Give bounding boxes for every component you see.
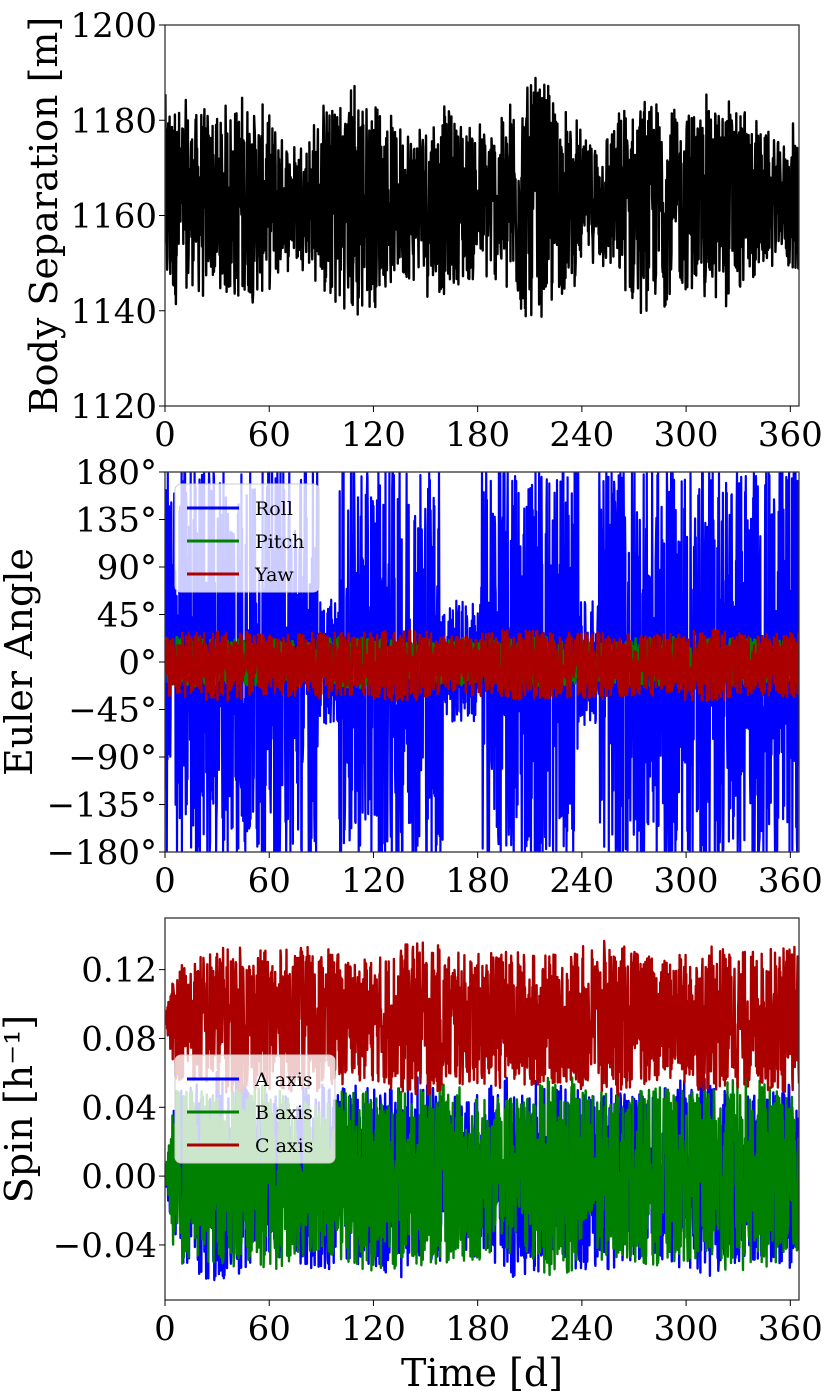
x-tick-label: 300 <box>654 861 719 901</box>
x-tick-label: 60 <box>248 1309 291 1349</box>
spin-legend: A axis B axis C axis <box>174 1054 336 1164</box>
y-tick-label: 1200 <box>70 6 157 46</box>
x-tick-label: 360 <box>758 1309 823 1349</box>
legend-label: B axis <box>255 1102 313 1124</box>
y-tick-label: −135° <box>47 786 157 826</box>
separation-plot-area <box>165 76 799 318</box>
legend-label: Pitch <box>255 531 304 553</box>
x-tick-label: 360 <box>758 861 823 901</box>
x-tick-label: 60 <box>248 861 291 901</box>
x-tick-label: 300 <box>654 1309 719 1349</box>
legend-label: A axis <box>254 1069 313 1091</box>
euler-y-axis-label: Euler Angle <box>0 548 41 776</box>
spin-x-axis-label: Time [d] <box>401 1351 563 1395</box>
y-tick-label: 1160 <box>70 197 157 237</box>
y-tick-label: −90° <box>68 738 157 778</box>
x-tick-label: 0 <box>154 415 176 455</box>
y-tick-label: 0.08 <box>81 1019 157 1059</box>
spin-panel: 0 60 120 180 240 300 360 −0.04 0.00 0.04 0.08 0.12… <box>0 917 823 1395</box>
x-tick-label: 60 <box>248 415 291 455</box>
y-tick-label: 180° <box>75 453 157 493</box>
series-line-yaw <box>165 628 799 703</box>
y-tick-label: 0.04 <box>81 1088 157 1128</box>
separation-y-ticks: 1120 1140 1160 1180 1200 <box>70 6 165 427</box>
spin-axes-frame <box>164 917 800 1301</box>
y-tick-label: 0.12 <box>81 951 157 991</box>
separation-y-axis-label: Body Separation [m] <box>22 17 66 415</box>
series-line-roll <box>165 472 799 852</box>
legend-box <box>174 1054 336 1164</box>
y-tick-label: 45° <box>97 596 157 636</box>
series-line-c-axis <box>165 939 799 1097</box>
y-tick-label: 0° <box>118 643 157 683</box>
y-tick-label: 90° <box>97 548 157 588</box>
x-tick-label: 0 <box>154 861 176 901</box>
euler-plot-area <box>165 472 799 852</box>
separation-panel: 0 60 120 180 240 300 360 11201140116011801200 … <box>22 6 823 455</box>
separation-x-ticks: 0 60 120 180 240 300 360 <box>154 406 823 455</box>
x-tick-label: 240 <box>549 1309 614 1349</box>
y-tick-label: 135° <box>75 501 157 541</box>
y-tick-label: −45° <box>68 691 157 731</box>
legend-label: Roll <box>255 498 293 520</box>
euler-legend: Roll Pitch Yaw <box>174 483 320 593</box>
x-tick-label: 120 <box>341 415 406 455</box>
x-tick-label: 360 <box>758 415 823 455</box>
spin-x-ticks: 0 60 120 180 240 300 360 <box>154 1300 823 1349</box>
x-tick-label: 180 <box>445 861 510 901</box>
x-tick-label: 0 <box>154 1309 176 1349</box>
x-tick-label: 120 <box>341 1309 406 1349</box>
x-tick-label: 240 <box>549 861 614 901</box>
legend-label: C axis <box>255 1135 313 1157</box>
legend-label: Yaw <box>254 564 294 586</box>
x-tick-label: 240 <box>549 415 614 455</box>
spin-y-ticks: −0.04 0.00 0.04 0.08 0.12 <box>53 951 165 1266</box>
euler-y-ticks: −180° −135° −90° −45° 0° 45° 90° 135° 180° <box>47 453 165 873</box>
x-tick-label: 300 <box>654 415 719 455</box>
y-tick-label: −180° <box>47 833 157 873</box>
y-tick-label: 1120 <box>70 387 157 427</box>
x-tick-label: 120 <box>341 861 406 901</box>
x-tick-label: 180 <box>445 1309 510 1349</box>
series-line-separation <box>165 76 799 318</box>
y-tick-label: −0.04 <box>53 1226 157 1266</box>
euler-x-ticks: 0 60 120 180 240 300 360 <box>154 852 823 901</box>
y-tick-label: 1180 <box>70 101 157 141</box>
spin-y-axis-label: Spin [h⁻¹] <box>0 1015 41 1203</box>
y-tick-label: 1140 <box>70 292 157 332</box>
legend-box <box>174 483 320 593</box>
euler-panel: 0 60 120 180 240 300 360 −180° −135° −90° −45° 0° 4… <box>0 453 823 901</box>
y-tick-label: 0.00 <box>81 1157 157 1197</box>
x-tick-label: 180 <box>445 415 510 455</box>
